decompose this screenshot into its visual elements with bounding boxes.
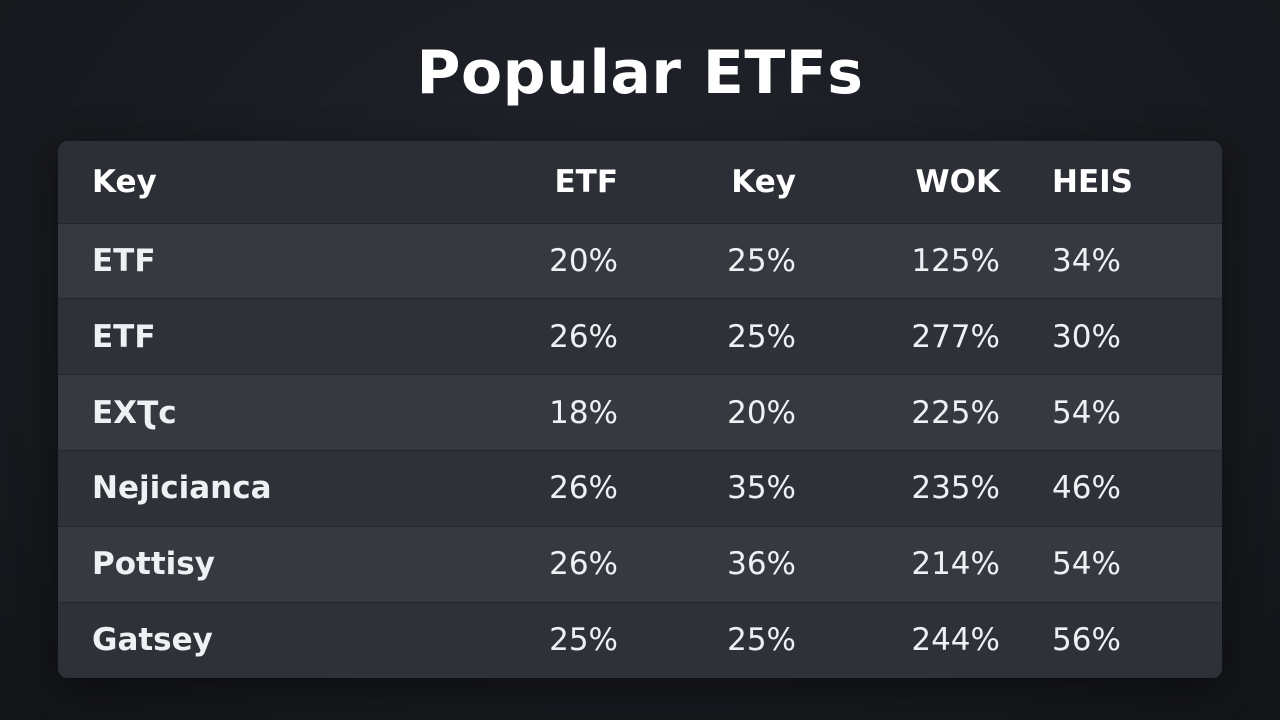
wok-cell: 214% <box>911 546 1000 583</box>
wok-cell: 125% <box>911 242 1000 279</box>
key-cell: 20% <box>727 394 796 431</box>
table-row: Gatsey 25% 25% 244% 56% <box>58 602 1222 678</box>
table-row: ETF 26% 25% 277% 30% <box>58 298 1222 375</box>
heis-cell: 30% <box>1052 318 1121 355</box>
row-name-cell: ETF <box>92 318 156 355</box>
header-row: Key ETF Key WOK HEIS <box>58 141 1222 223</box>
etf-cell: 25% <box>549 622 618 659</box>
column-header-etf[interactable]: ETF <box>554 163 619 200</box>
table-body: ETF 20% 25% 125% 34% ETF 26% 25% 277% 30… <box>58 223 1222 678</box>
etf-cell: 20% <box>549 242 618 279</box>
etf-cell: 26% <box>549 470 618 507</box>
heis-cell: 34% <box>1052 242 1121 279</box>
wok-cell: 244% <box>911 622 1000 659</box>
wok-cell: 277% <box>911 318 1000 355</box>
row-name-cell: Pottisy <box>92 546 215 583</box>
column-header-key[interactable]: Key <box>92 163 157 200</box>
key-cell: 25% <box>727 318 796 355</box>
heis-cell: 46% <box>1052 470 1121 507</box>
heis-cell: 54% <box>1052 546 1121 583</box>
heis-cell: 54% <box>1052 394 1121 431</box>
page-title: Popular ETFs <box>416 38 864 108</box>
row-name-cell: Nejicianca <box>92 470 272 507</box>
row-name-cell: ETF <box>92 242 156 279</box>
column-header-key-2[interactable]: Key <box>731 163 796 200</box>
column-header-heis[interactable]: HEIS <box>1052 163 1133 200</box>
etf-table-card: Key ETF Key WOK HEIS ETF 20% 25% 125% 34… <box>58 141 1222 678</box>
etf-cell: 26% <box>549 546 618 583</box>
key-cell: 25% <box>727 242 796 279</box>
key-cell: 35% <box>727 470 796 507</box>
table-row: Pottisy 26% 36% 214% 54% <box>58 526 1222 603</box>
key-cell: 25% <box>727 622 796 659</box>
column-header-wok[interactable]: WOK <box>915 163 1000 200</box>
table-row: ETF 20% 25% 125% 34% <box>58 223 1222 299</box>
wok-cell: 225% <box>911 394 1000 431</box>
table-row: Nejicianca 26% 35% 235% 46% <box>58 450 1222 527</box>
wok-cell: 235% <box>911 470 1000 507</box>
key-cell: 36% <box>727 546 796 583</box>
etf-cell: 26% <box>549 318 618 355</box>
row-name-cell: EXƮc <box>92 394 177 431</box>
etf-table: Key ETF Key WOK HEIS ETF 20% 25% 125% 34… <box>58 141 1222 678</box>
row-name-cell: Gatsey <box>92 622 213 659</box>
etf-cell: 18% <box>549 394 618 431</box>
table-header: Key ETF Key WOK HEIS <box>58 141 1222 223</box>
heis-cell: 56% <box>1052 622 1121 659</box>
table-row: EXƮc 18% 20% 225% 54% <box>58 374 1222 451</box>
